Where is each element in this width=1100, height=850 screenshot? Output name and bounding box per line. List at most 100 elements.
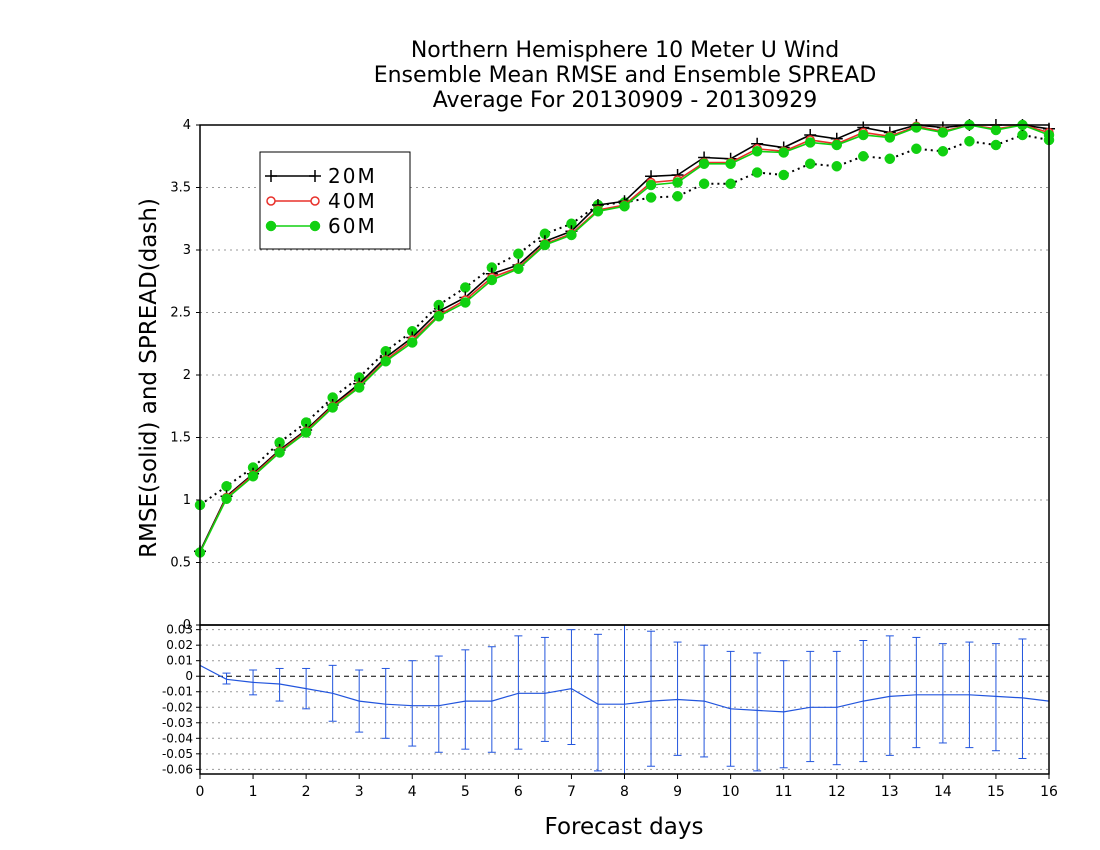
60m-marker: [804, 137, 816, 148]
chart-title-line-2: Ensemble Mean RMSE and Ensemble SPREAD: [373, 63, 877, 88]
bottom-y-tick-label: 0.02: [166, 638, 193, 652]
x-tick-label: 13: [881, 784, 899, 800]
bottom-y-tick-label: -0.04: [162, 731, 193, 745]
top-y-tick-label: 2.5: [170, 306, 191, 321]
spread-marker: [858, 151, 869, 162]
spread-marker: [725, 178, 736, 189]
x-tick-label: 6: [514, 784, 523, 800]
x-tick-label: 9: [673, 784, 682, 800]
spread-marker: [831, 161, 842, 172]
60m-marker: [353, 382, 365, 393]
legend-40m-marker: [310, 196, 320, 206]
top-y-tick-label: 1: [183, 493, 191, 508]
spread-line: [199, 133, 1050, 506]
legend-20m-label: 20M: [328, 164, 377, 188]
60m-marker: [778, 147, 789, 158]
top-y-tick-label: 0.5: [170, 556, 191, 571]
60m-marker: [460, 297, 471, 308]
bottom-y-tick-label: 0: [185, 669, 193, 683]
bottom-y-tick-label: -0.06: [162, 762, 193, 776]
x-tick-label: 11: [775, 784, 793, 800]
spread-marker: [990, 139, 1002, 151]
bottom-y-tick-label: 0.03: [166, 623, 193, 637]
top-y-tick-label: 1.5: [170, 431, 191, 446]
60m-marker: [566, 229, 577, 241]
60m-marker: [884, 132, 896, 143]
x-tick-label: 0: [196, 784, 205, 800]
60m-marker: [831, 139, 842, 151]
spread-marker: [221, 481, 232, 492]
axes: [196, 124, 1050, 779]
60m-marker: [751, 146, 763, 157]
spread-marker: [937, 146, 949, 157]
bottom-panel-frame: [199, 624, 1050, 775]
x-tick-label: 2: [302, 784, 311, 800]
difference-line: [199, 664, 1050, 713]
top-panel-series: [194, 119, 1055, 558]
legend-60m-marker: [309, 220, 321, 232]
top-y-tick-label: 2: [183, 368, 191, 383]
60m-marker: [300, 427, 312, 438]
x-tick-label: 3: [355, 784, 364, 800]
chart-title: Northern Hemisphere 10 Meter U Wind Ense…: [200, 38, 1050, 113]
60m-marker: [858, 129, 869, 141]
bottom-panel-series: [199, 624, 1050, 775]
x-tick-label: 1: [249, 784, 258, 800]
spread-marker: [1017, 129, 1028, 141]
60m-marker: [407, 337, 418, 348]
60m-marker: [486, 274, 498, 286]
x-tick-label: 8: [620, 784, 629, 800]
spread-marker: [645, 192, 657, 203]
60m-marker: [645, 179, 657, 191]
60m-marker: [513, 263, 524, 274]
x-tick-label: 15: [987, 784, 1005, 800]
y-axis-label: RMSE(solid) and SPREAD(dash): [136, 198, 162, 558]
legend-40m-marker: [266, 196, 276, 206]
x-tick-label: 14: [934, 784, 952, 800]
top-y-tick-label: 0: [183, 618, 191, 633]
bottom-y-tick-label: -0.05: [162, 747, 193, 761]
60m-marker: [247, 471, 259, 482]
60m-marker: [725, 158, 736, 169]
spread-marker: [672, 191, 683, 202]
60m-marker: [672, 177, 683, 188]
spread-marker: [513, 248, 524, 259]
spread-marker: [751, 167, 763, 178]
60m-marker: [380, 356, 391, 367]
top-y-tick-label: 3: [183, 243, 191, 258]
60m-marker: [327, 402, 338, 413]
legend-60m-marker: [265, 220, 277, 232]
top-y-tick-label: 3.5: [170, 181, 191, 196]
x-tick-label: 5: [461, 784, 470, 800]
60m-marker: [619, 201, 630, 212]
bottom-y-tick-label: 0.01: [166, 654, 193, 668]
spread-marker: [698, 178, 710, 189]
60m-marker: [698, 158, 710, 169]
60m-marker: [937, 127, 949, 138]
bottom-y-tick-label: -0.03: [162, 716, 193, 730]
x-axis-label: Forecast days: [545, 814, 704, 840]
x-tick-label: 4: [408, 784, 417, 800]
60m-marker: [539, 239, 551, 251]
spread-marker: [804, 158, 816, 169]
tick-labels: 00.511.522.533.540.030.020.010-0.01-0.02…: [162, 118, 1058, 800]
chart-title-line-1: Northern Hemisphere 10 Meter U Wind: [410, 38, 840, 63]
spread-marker: [911, 143, 922, 154]
60m-marker: [274, 447, 285, 458]
60m-marker: [592, 206, 604, 217]
x-tick-label: 7: [567, 784, 576, 800]
x-tick-label: 10: [722, 784, 740, 800]
60m-marker: [911, 122, 922, 133]
legend-40m-label: 40M: [328, 189, 377, 213]
spread-marker: [964, 136, 975, 147]
bottom-y-tick-label: -0.01: [162, 685, 193, 699]
legend-60m-label: 60M: [328, 214, 377, 238]
spread-marker: [460, 282, 471, 293]
chart-title-line-3: Average For 20130909 - 20130929: [432, 88, 818, 113]
x-tick-label: 16: [1040, 784, 1058, 800]
spread-marker: [778, 169, 789, 181]
60m-marker: [990, 124, 1002, 136]
60m-marker: [433, 311, 445, 322]
x-tick-label: 12: [828, 784, 846, 800]
